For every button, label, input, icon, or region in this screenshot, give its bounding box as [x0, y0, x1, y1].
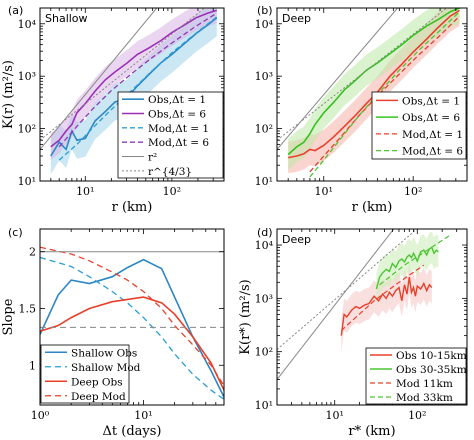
series-line-4 [40, 8, 158, 150]
legend-label: Shallow Obs [71, 347, 137, 359]
series-line-3 [58, 12, 218, 148]
legend-label: Obs,Δt = 6 [148, 109, 206, 121]
legend-label: r² [148, 152, 157, 164]
y-tick-label: 10² [255, 123, 273, 136]
legend-label: Shallow Mod [71, 362, 141, 374]
x-tick-label: 10¹ [315, 185, 333, 198]
y-tick-label: 1.5 [19, 302, 37, 315]
series-line-1 [375, 246, 439, 290]
legend-label: Mod,Δt = 1 [148, 123, 209, 135]
x-axis-label: r (km) [112, 200, 153, 215]
series-line-5 [277, 8, 448, 141]
y-tick-label: 10⁴ [255, 18, 274, 31]
y-tick-label: 10² [255, 346, 273, 359]
legend-label: r^{4/3} [148, 166, 192, 178]
x-axis-label: r* (km) [348, 424, 395, 439]
plot-area-0 [40, 8, 218, 175]
legend-label: Mod,Δt = 6 [148, 137, 209, 149]
y-tick-label: 10⁴ [255, 239, 274, 252]
panel-title: Deep [282, 233, 311, 246]
series-line-3 [379, 233, 452, 286]
legend-label: Obs,Δt = 6 [402, 112, 460, 124]
series-line-2 [40, 296, 224, 391]
legend-label: Obs 10-15km [396, 350, 467, 362]
x-tick-label: 10¹ [134, 409, 152, 422]
panel-label: (b) [257, 4, 273, 17]
series-line-5 [277, 229, 418, 350]
series-line-1 [40, 256, 224, 400]
series-line-3 [40, 246, 224, 387]
series-band-0 [341, 261, 432, 352]
x-tick-label: 10² [408, 409, 426, 422]
y-axis-label: Slope [1, 298, 16, 335]
y-tick-label: 10³ [18, 70, 36, 83]
y-tick-label: 10¹ [255, 175, 273, 188]
y-axis-label: K(r) (m²/s) [1, 60, 16, 129]
y-tick-label: 10¹ [255, 399, 273, 412]
series-line-0 [340, 276, 433, 336]
x-tick-label: 10⁰ [31, 409, 50, 422]
y-axis-label: K(r*) (m²/s) [238, 279, 253, 354]
panel-label: (d) [257, 226, 273, 239]
plot-area-2 [40, 246, 224, 400]
x-axis-label: r (km) [352, 200, 393, 215]
panel-label: (c) [8, 226, 23, 239]
x-tick-label: 10¹ [76, 185, 94, 198]
x-axis-label: Δt (days) [103, 424, 162, 439]
legend-box [117, 91, 224, 179]
x-tick-label: 10² [163, 185, 181, 198]
series-line-0 [288, 9, 460, 159]
panel-1: 10¹ 10² 10¹ 10² 10³ 10⁴ r (km) (b) Deep Obs,Δt = … [255, 4, 468, 215]
panel-label: (a) [8, 4, 23, 17]
panel-3: 10¹ 10² 10¹ 10² 10³ 10⁴ r* (km) K(r*) (m²/s) (d)… [238, 226, 468, 439]
axes-box [276, 228, 468, 406]
panel-2: 10⁰ 10¹ 1 1.5 2 Δt (days) Slope (c) Shallow Obs S… [1, 226, 225, 439]
legend-label: Obs 30-35km [396, 364, 467, 376]
axes-box [39, 228, 225, 406]
legend-label: Obs,Δt = 1 [148, 94, 206, 106]
legend-box [40, 344, 130, 404]
panel-title: Shallow [45, 12, 88, 25]
x-tick-label: 10² [404, 185, 422, 198]
series-line-4 [277, 229, 395, 380]
y-tick-label: 10² [18, 123, 36, 136]
legend-label: Mod,Δt = 1 [402, 129, 463, 141]
y-tick-label: 1 [29, 359, 36, 372]
x-tick-label: 10¹ [326, 409, 344, 422]
plot-area-3 [277, 229, 452, 380]
panel-0: 10¹ 10² 10¹ 10² 10³ 10⁴ r (km) K(r) (m²/s) (a) Sh… [1, 4, 225, 215]
legend-label: Deep Obs [71, 376, 123, 388]
series-line-1 [50, 9, 218, 148]
y-tick-label: 10³ [255, 70, 273, 83]
y-tick-label: 10³ [255, 292, 273, 305]
series-line-5 [40, 8, 206, 141]
series-line-4 [277, 8, 399, 150]
axes-box [276, 7, 468, 182]
series-line-2 [309, 15, 460, 173]
y-tick-label: 10¹ [18, 175, 36, 188]
legend-label: Mod 11km [396, 378, 453, 390]
legend-label: Obs,Δt = 1 [402, 95, 460, 107]
legend-box [371, 91, 467, 160]
legend-label: Mod,Δt = 6 [402, 146, 463, 158]
legend-label: Deep Mod [71, 391, 126, 403]
legend-label: Mod 33km [396, 392, 453, 404]
panel-title: Deep [282, 12, 311, 25]
series-line-2 [340, 264, 425, 331]
y-tick-label: 2 [29, 246, 36, 259]
legend-box [365, 347, 467, 405]
y-tick-label: 10⁴ [18, 18, 37, 31]
axes-box [39, 7, 225, 182]
